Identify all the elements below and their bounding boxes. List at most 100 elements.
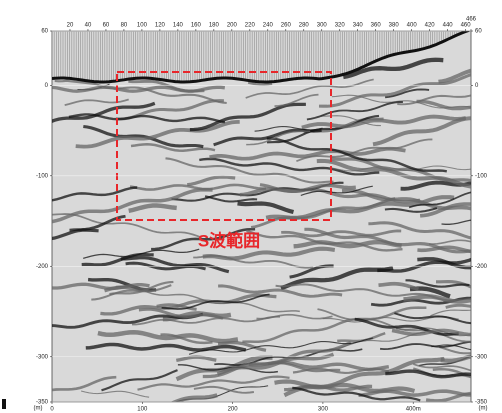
reflector (384, 207, 438, 213)
reflector (377, 257, 471, 273)
x2-tick-label: 300 (318, 407, 329, 413)
x-tick-label: 420 (425, 23, 436, 29)
x-tick-label: 280 (299, 23, 310, 29)
reflector (52, 186, 138, 202)
reflector (130, 143, 216, 152)
reflector (380, 340, 471, 351)
reflector (413, 363, 471, 372)
reflector (177, 364, 278, 374)
reflector (199, 157, 380, 176)
reflector (233, 405, 293, 409)
reflector (52, 213, 202, 239)
reflector (275, 283, 456, 302)
reflector (80, 390, 150, 398)
reflector (274, 93, 319, 107)
reflector (430, 309, 471, 317)
x2-tick-label: 0 (50, 407, 54, 413)
reflector (378, 281, 419, 291)
y-tick-label: 0 (45, 83, 49, 89)
reflector (91, 284, 172, 301)
reflector (341, 188, 471, 211)
reflector (417, 257, 471, 270)
reflector (306, 101, 403, 121)
reflector (368, 221, 471, 240)
reflector (372, 116, 471, 147)
reflector (52, 85, 226, 93)
reflector (52, 228, 99, 241)
seismic-texture (52, 31, 471, 409)
marker (2, 399, 6, 409)
reflector (416, 99, 471, 111)
x-tick-label: 460 (461, 23, 472, 29)
reflector (429, 239, 471, 245)
reflector (156, 303, 197, 311)
y2-tick-label: -100 (475, 173, 488, 179)
reflector (425, 391, 471, 402)
annotation: S波範囲 (198, 230, 260, 250)
x-tick-label: 200 (227, 23, 238, 29)
reflector (419, 202, 471, 218)
reflector (218, 284, 343, 298)
reflector (170, 393, 218, 402)
reflector (385, 88, 430, 99)
reflector (247, 81, 273, 86)
reflector (394, 312, 471, 325)
x-tick-label: 400 (407, 23, 418, 29)
reflector (400, 180, 471, 191)
reflector (245, 78, 374, 99)
x-tick-label: 466 (466, 17, 477, 23)
reflector (417, 245, 471, 254)
reflector (266, 137, 447, 173)
x-tick-label: 140 (173, 23, 184, 29)
y2-tick-label: 0 (475, 83, 479, 89)
x-tick-label: 240 (263, 23, 274, 29)
reflector (445, 303, 471, 309)
x-tick-label: 360 (371, 23, 382, 29)
y-tick-label: -300 (36, 354, 49, 360)
y-tick-label: -350 (36, 400, 49, 406)
reflector (391, 328, 471, 337)
reflector (132, 315, 280, 326)
reflector (281, 229, 402, 238)
x-tick-label: 60 (103, 23, 110, 29)
topography (52, 31, 470, 84)
reflector (242, 306, 427, 344)
x-tick-label: 40 (85, 23, 92, 29)
reflector (342, 57, 444, 80)
reflector (52, 188, 213, 224)
reflector (354, 317, 459, 336)
reflector (75, 120, 240, 149)
reflector (188, 337, 374, 355)
reflector (101, 369, 178, 392)
reflector (129, 183, 267, 191)
reflector (204, 195, 258, 203)
x-tick-label: 320 (335, 23, 346, 29)
reflector (280, 265, 394, 291)
reflector (52, 375, 117, 392)
reflector (405, 279, 470, 288)
y2-tick-label: 60 (475, 29, 482, 35)
x2-tick-label: 200 (228, 407, 239, 413)
y-tick-label: 60 (41, 29, 48, 35)
reflector (431, 344, 471, 351)
y-unit: (m) (34, 406, 43, 412)
x-tick-label: 260 (281, 23, 292, 29)
reflector (274, 379, 416, 394)
reflector (193, 385, 255, 394)
x-tick-label: 340 (353, 23, 364, 29)
reflector (52, 282, 150, 291)
reflector (438, 68, 471, 84)
reflector (138, 307, 224, 320)
reflector (237, 201, 295, 215)
reflector (202, 246, 336, 261)
y2-tick-label: -350 (475, 400, 488, 406)
reflector (160, 333, 213, 345)
reflector (97, 329, 239, 344)
reflector (317, 308, 471, 343)
reflector (239, 183, 356, 197)
reflector (318, 73, 471, 108)
reflector (165, 157, 334, 184)
reflector (109, 280, 174, 296)
reflector (52, 312, 204, 329)
reflector (254, 125, 323, 132)
